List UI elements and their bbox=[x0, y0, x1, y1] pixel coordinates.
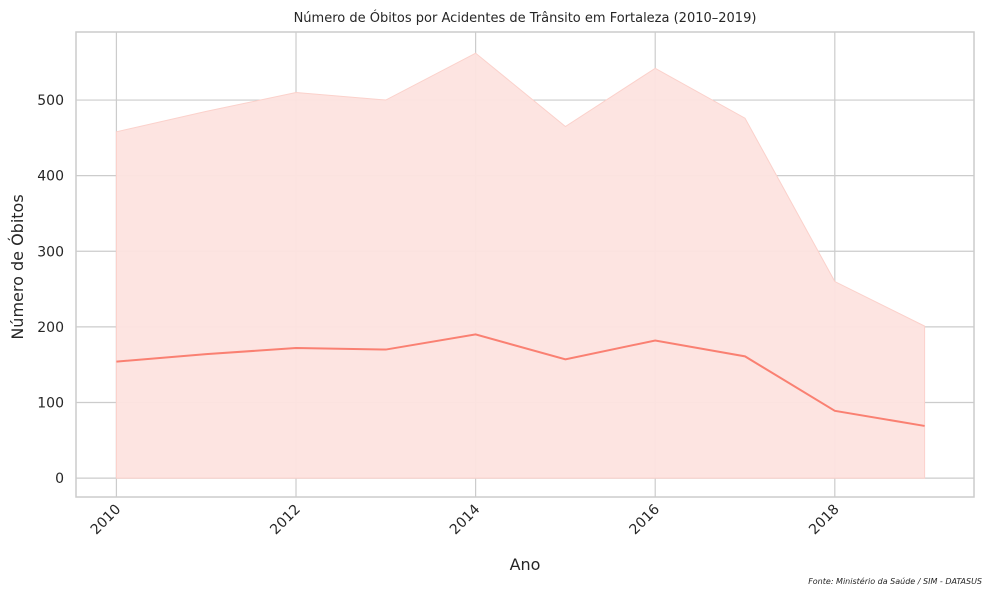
y-axis-label: Número de Óbitos bbox=[8, 194, 27, 339]
y-tick-label: 400 bbox=[37, 169, 64, 185]
x-axis-label: Ano bbox=[510, 555, 541, 574]
data-point bbox=[114, 360, 118, 364]
x-tick-labels: 2010 2012 2014 2016 2018 bbox=[88, 501, 843, 538]
data-point bbox=[384, 348, 388, 352]
data-point bbox=[923, 424, 927, 428]
plot-frame bbox=[75, 31, 975, 498]
x-tick-label: 2012 bbox=[267, 502, 304, 539]
data-point bbox=[294, 346, 298, 350]
confidence-band bbox=[115, 52, 926, 479]
source-note: Fonte: Ministério da Saúde / SIM - DATAS… bbox=[808, 576, 982, 586]
y-tick-labels: 0 100 200 300 400 500 bbox=[37, 93, 64, 487]
data-point bbox=[743, 354, 747, 358]
x-tick-label: 2016 bbox=[627, 501, 664, 538]
y-tick-label: 300 bbox=[37, 244, 64, 260]
chart-title: Número de Óbitos por Acidentes de Trânsi… bbox=[294, 10, 757, 26]
series-line bbox=[116, 333, 925, 427]
data-point bbox=[833, 409, 837, 413]
data-point bbox=[204, 352, 208, 356]
data-point bbox=[474, 332, 478, 336]
x-tick-label: 2010 bbox=[88, 502, 125, 539]
y-tick-label: 500 bbox=[37, 93, 64, 109]
data-point bbox=[563, 357, 567, 361]
data-point bbox=[653, 338, 657, 342]
x-tick-label: 2018 bbox=[806, 502, 843, 539]
x-tick-label: 2014 bbox=[447, 501, 484, 538]
y-tick-label: 0 bbox=[55, 471, 64, 487]
y-tick-label: 100 bbox=[37, 395, 64, 411]
y-tick-label: 200 bbox=[37, 320, 64, 336]
